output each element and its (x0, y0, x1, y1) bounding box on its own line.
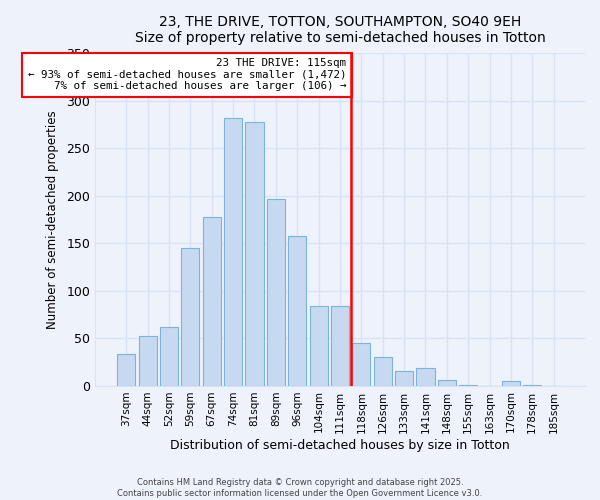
Bar (502, 381, 520, 386)
Bar (203, 216, 221, 386)
Bar (523, 384, 541, 386)
Text: Contains HM Land Registry data © Crown copyright and database right 2025.
Contai: Contains HM Land Registry data © Crown c… (118, 478, 482, 498)
Title: 23, THE DRIVE, TOTTON, SOUTHAMPTON, SO40 9EH
Size of property relative to semi-d: 23, THE DRIVE, TOTTON, SOUTHAMPTON, SO40… (134, 15, 545, 45)
Bar (310, 306, 328, 386)
Bar (160, 326, 178, 386)
Bar (395, 372, 413, 386)
Bar (224, 118, 242, 386)
Bar (288, 236, 307, 386)
Bar (331, 306, 349, 386)
Bar (181, 248, 199, 386)
Bar (117, 354, 136, 386)
Bar (438, 380, 456, 386)
X-axis label: Distribution of semi-detached houses by size in Totton: Distribution of semi-detached houses by … (170, 440, 510, 452)
Bar (416, 368, 434, 386)
Bar (459, 384, 477, 386)
Bar (267, 198, 285, 386)
Y-axis label: Number of semi-detached properties: Number of semi-detached properties (46, 110, 59, 329)
Bar (245, 122, 263, 386)
Text: 23 THE DRIVE: 115sqm
← 93% of semi-detached houses are smaller (1,472)
7% of sem: 23 THE DRIVE: 115sqm ← 93% of semi-detac… (28, 58, 346, 92)
Bar (139, 336, 157, 386)
Bar (352, 343, 370, 386)
Bar (374, 357, 392, 386)
